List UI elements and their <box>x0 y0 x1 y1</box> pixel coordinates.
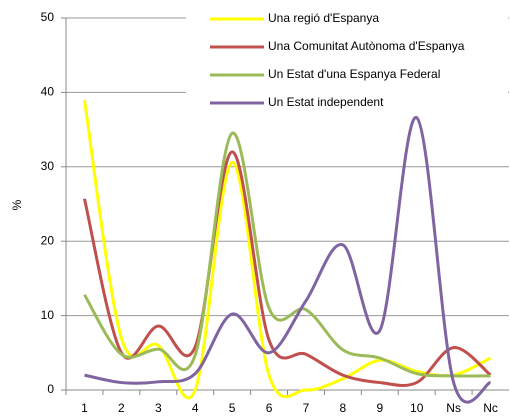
x-tick-label: 6 <box>266 401 273 415</box>
legend-label: Un Estat independent <box>268 95 384 109</box>
x-tick-label: 8 <box>340 401 347 415</box>
y-tick-label: 20 <box>41 233 55 247</box>
legend-label: Un Estat d'una Espanya Federal <box>268 67 440 81</box>
x-tick-label: 3 <box>155 401 162 415</box>
y-axis-label: % <box>10 199 24 210</box>
y-tick-label: 50 <box>41 10 55 24</box>
y-tick-label: 40 <box>41 85 55 99</box>
x-tick-label: Ns <box>446 401 461 415</box>
x-tick-label: 7 <box>303 401 310 415</box>
legend-box <box>186 4 508 112</box>
y-tick-label: 0 <box>47 382 54 396</box>
legend: Una regió d'Espanya Una Comunitat Autònom… <box>186 4 508 112</box>
series-line <box>82 150 492 387</box>
x-tick-label: Nc <box>483 401 498 415</box>
x-tick-label: 5 <box>229 401 236 415</box>
y-tick-label: 30 <box>41 159 55 173</box>
x-tick-label: 1 <box>81 401 88 415</box>
series-line <box>84 116 492 404</box>
legend-label: Una Comunitat Autònoma d'Espanya <box>268 39 465 53</box>
x-tick-label: 4 <box>192 401 199 415</box>
series-line <box>83 131 491 378</box>
legend-label: Una regió d'Espanya <box>268 11 379 25</box>
y-tick-label: 10 <box>41 308 55 322</box>
x-tick-label: 10 <box>410 401 424 415</box>
x-tick-label: 2 <box>118 401 125 415</box>
x-tick-label: 9 <box>376 401 383 415</box>
